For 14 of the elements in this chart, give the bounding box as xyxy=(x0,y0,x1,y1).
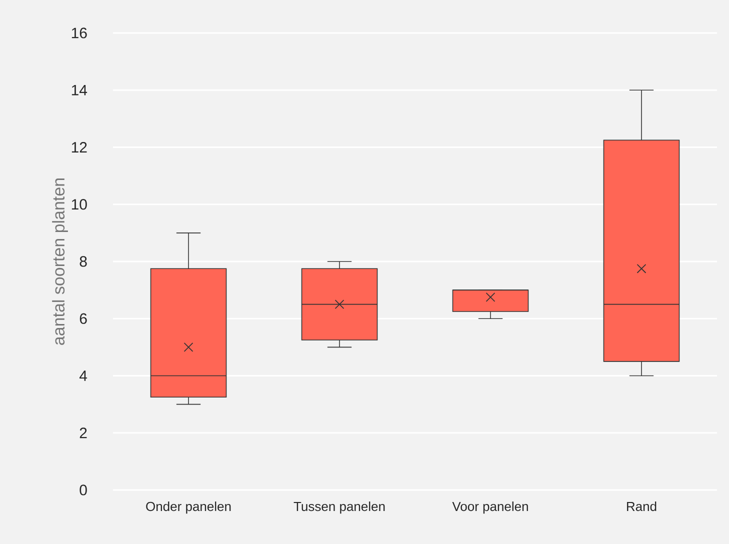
x-tick-label: Rand xyxy=(627,502,656,512)
y-tick-label: 12 xyxy=(72,142,87,152)
y-axis-title: aantal soorten planten xyxy=(52,178,68,345)
x-tick-label: Voor panelen xyxy=(452,502,528,514)
y-tick-label: 0 xyxy=(80,484,87,496)
y-tick-label: 10 xyxy=(72,199,87,210)
y-tick-label: 16 xyxy=(72,28,87,38)
y-tick-label: 14 xyxy=(72,84,88,96)
x-tick-label: Onder panelen xyxy=(146,502,231,514)
y-tick-label: 8 xyxy=(80,256,87,267)
y-tick-label: 6 xyxy=(80,313,87,324)
y-tick-label: 4 xyxy=(79,370,88,381)
y-tick-label: 2 xyxy=(80,428,87,438)
x-tick-label: Tussen panelen xyxy=(294,502,385,514)
